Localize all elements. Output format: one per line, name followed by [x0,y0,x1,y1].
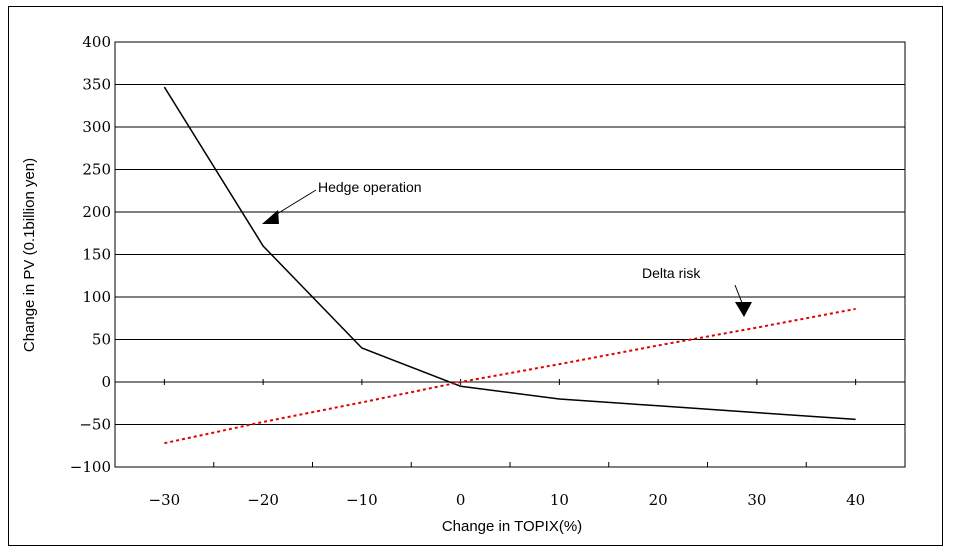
annotation-arrow-line [271,189,317,218]
x-axis-title: Change in TOPIX(%) [442,518,582,535]
y-tick-label: −100 [70,458,111,476]
x-tick-label: 10 [550,491,569,509]
x-tick-label: −30 [149,491,181,509]
y-tick-label: 100 [82,288,111,306]
y-tick-label: 150 [82,246,111,264]
y-tick-label: 400 [82,33,111,51]
y-tick-label: 250 [82,161,111,179]
axes [114,41,906,468]
x-tick-label: −10 [346,491,378,509]
series-line-hedge-operation [163,86,856,421]
x-tick-label: −20 [247,491,279,509]
gridlines [115,41,905,468]
x-tick-label: 30 [747,491,766,509]
annotation-label-delta-risk: Delta risk [642,265,701,281]
x-tick-label: 20 [649,491,668,509]
y-tick-label: 0 [101,373,111,391]
y-tick-label: 300 [82,118,111,136]
y-tick-label: 350 [82,76,111,94]
y-axis-title: Change in PV (0.1billion yen) [21,158,38,352]
x-tick-label: 0 [456,491,466,509]
y-tick-label: 50 [92,331,111,349]
y-tick-label: −50 [79,416,111,434]
y-tick-label: 200 [82,203,111,221]
x-tick-label: 40 [846,491,865,509]
annotations: Hedge operation Delta risk [262,179,752,317]
series-line-delta-risk [164,307,856,445]
annotation-label-hedge-operation: Hedge operation [318,179,422,195]
annotation-arrowhead [735,302,752,317]
series-lines [163,86,856,445]
annotation-arrowhead [262,210,279,224]
